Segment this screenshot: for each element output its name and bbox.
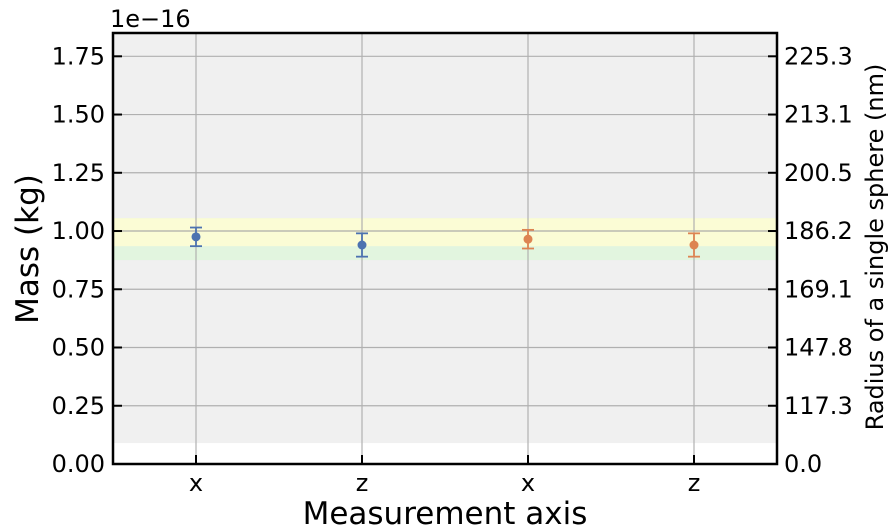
shaded-band-3 [113,218,777,247]
y2-tick-label: 225.3 [784,42,853,70]
y-tick-label: 1.25 [52,159,105,187]
axes: 0.00 0.0 0.25 117.3 0.50 147.8 0.75 169.1 1.00 18… [52,31,853,497]
x-tick-label: z [688,469,701,497]
y-tick-label: 1.00 [52,217,105,245]
y-tick-label: 1.75 [52,42,105,70]
y2-tick-label: 147.8 [784,334,853,362]
y-tick-label: 0.75 [52,275,105,303]
y-tick-label: 0.25 [52,392,105,420]
y-tick-label: 0.00 [52,450,105,478]
data-points [190,226,700,258]
y-tick-label: 1.50 [52,101,105,129]
data-point [689,240,699,250]
y2-tick-label: 0.0 [784,450,822,478]
x-tick-label: z [356,469,369,497]
shaded-bands [113,33,777,444]
x-tick-label: x [521,469,535,497]
data-point [191,232,201,242]
y2-tick-label: 169.1 [784,275,853,303]
y2-tick-label: 213.1 [784,101,853,129]
y2-tick-label: 186.2 [784,217,853,245]
data-point [523,234,533,244]
x-tick-label: x [189,469,203,497]
data-point [357,240,367,250]
y-tick-label: 0.50 [52,334,105,362]
right-y-axis-label: Radius of a single sphere (nm) [861,64,888,431]
y-axis-label: Mass (kg) [10,174,46,324]
y2-tick-label: 117.3 [784,392,853,420]
plot-frame [111,31,779,466]
x-axis-label: Measurement axis [303,496,588,531]
y2-tick-label: 200.5 [784,159,853,187]
offset-text: 1e−16 [110,5,191,33]
